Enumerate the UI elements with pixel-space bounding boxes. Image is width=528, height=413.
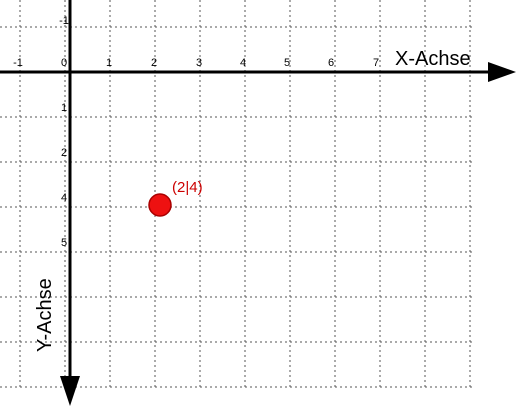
x-axis-arrow	[488, 62, 516, 82]
x-tick-label: 4	[240, 57, 246, 69]
x-tick-label: 2	[151, 57, 157, 69]
y-tick-label: -1	[59, 15, 69, 27]
x-tick-label: 6	[328, 57, 334, 69]
y-tick-label: 5	[61, 237, 67, 249]
y-tick-label: 4	[61, 192, 67, 204]
x-tick-label: 5	[284, 57, 290, 69]
y-tick-label: 2	[61, 147, 67, 159]
x-tick-label: -1	[13, 57, 23, 69]
x-tick-label: 3	[196, 57, 202, 69]
point-label: (2|4)	[172, 179, 203, 196]
grid	[0, 0, 475, 390]
x-tick-label: 0	[61, 57, 67, 69]
y-axis-arrow	[60, 376, 80, 406]
x-axis-title: X-Achse	[395, 48, 471, 70]
y-axis-title: Y-Achse	[34, 278, 56, 352]
x-tick-label: 1	[106, 57, 112, 69]
y-tick-label: 1	[61, 102, 67, 114]
x-tick-label: 7	[373, 57, 379, 69]
point-marker	[148, 193, 172, 217]
